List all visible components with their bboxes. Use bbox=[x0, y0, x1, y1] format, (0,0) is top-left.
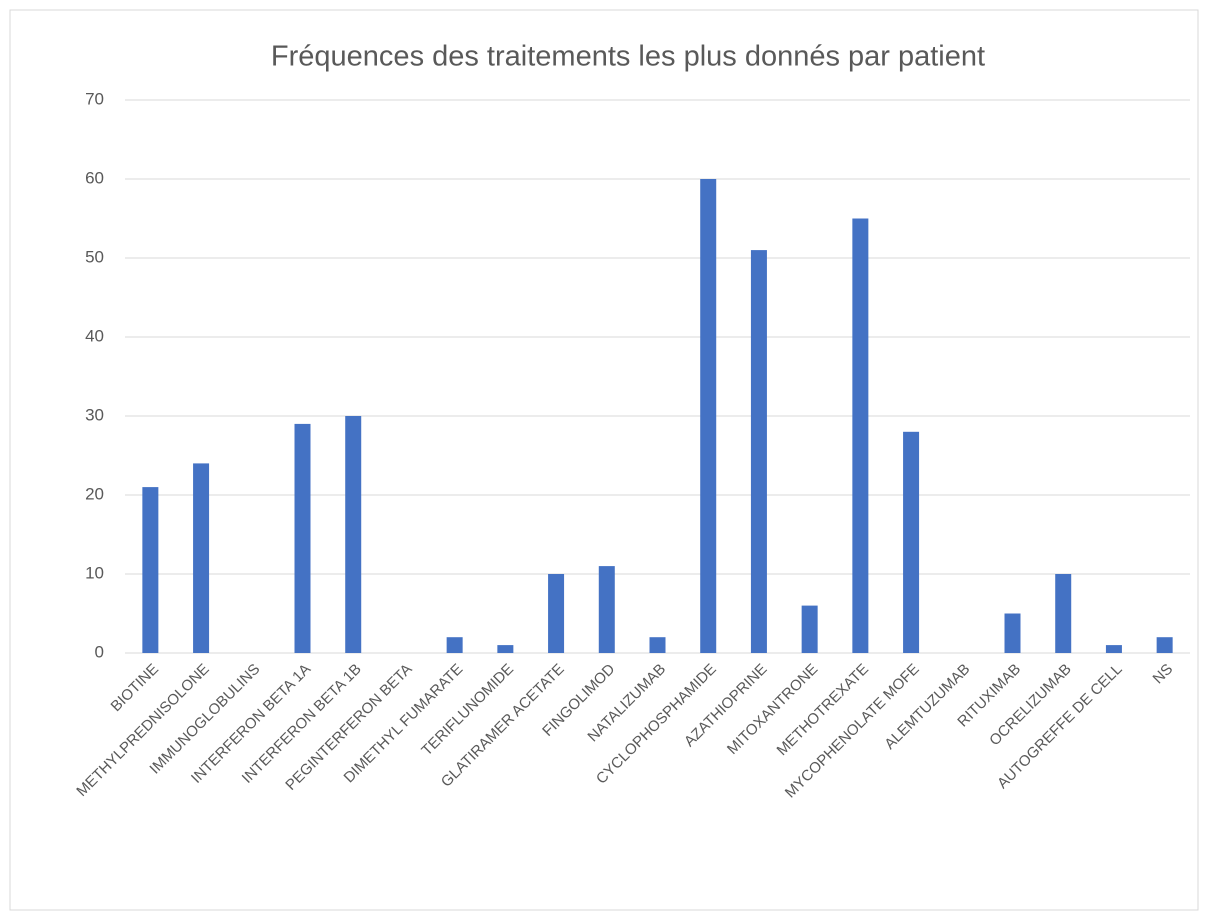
bar bbox=[446, 637, 463, 653]
y-tick-label: 30 bbox=[85, 405, 104, 424]
y-tick-label: 0 bbox=[95, 642, 104, 661]
bar bbox=[801, 605, 818, 653]
y-tick-label: 50 bbox=[85, 247, 104, 266]
bar bbox=[1055, 574, 1072, 653]
bar bbox=[193, 463, 210, 653]
y-tick-label: 10 bbox=[85, 563, 104, 582]
bar bbox=[1004, 613, 1021, 653]
y-tick-label: 20 bbox=[85, 484, 104, 503]
y-tick-label: 70 bbox=[85, 89, 104, 108]
bar bbox=[1105, 645, 1122, 653]
bar bbox=[1156, 637, 1173, 653]
chart-title: Fréquences des traitements les plus donn… bbox=[271, 41, 985, 73]
y-tick-label: 60 bbox=[85, 168, 104, 187]
bar bbox=[497, 645, 514, 653]
y-tick-label: 40 bbox=[85, 326, 104, 345]
bar bbox=[294, 423, 311, 653]
bar bbox=[700, 179, 717, 653]
bar bbox=[750, 250, 767, 653]
bar bbox=[142, 487, 159, 653]
bar bbox=[345, 416, 362, 653]
bar bbox=[852, 218, 869, 653]
bar bbox=[903, 431, 920, 653]
chart-frame bbox=[9, 9, 1199, 911]
bar bbox=[598, 566, 615, 653]
bar bbox=[649, 637, 666, 653]
bar bbox=[548, 574, 565, 653]
